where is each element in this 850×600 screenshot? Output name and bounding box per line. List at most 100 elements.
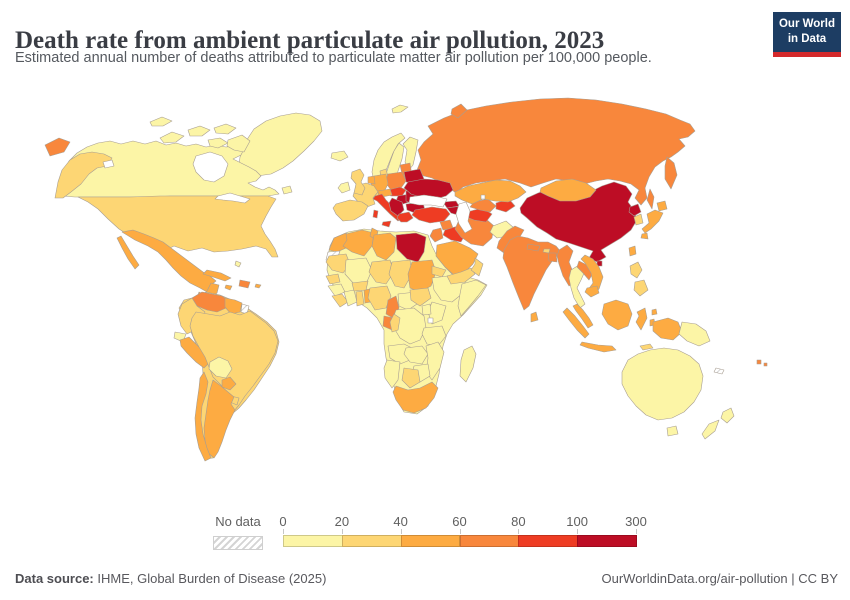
region-egypt[interactable] bbox=[395, 232, 427, 263]
region-south-africa[interactable] bbox=[392, 381, 439, 414]
region-brazil[interactable] bbox=[189, 310, 279, 412]
region-hispaniola[interactable] bbox=[238, 279, 251, 289]
region-india[interactable] bbox=[502, 235, 562, 311]
region-burkina-faso[interactable] bbox=[351, 280, 369, 292]
region-cambodia[interactable] bbox=[584, 285, 600, 298]
region-fiji[interactable] bbox=[756, 359, 762, 365]
region-svalbard[interactable] bbox=[391, 104, 409, 114]
region-japan-honshu[interactable] bbox=[641, 209, 664, 234]
region-timor[interactable] bbox=[639, 343, 654, 351]
region-argentina[interactable] bbox=[203, 379, 236, 459]
owid-logo[interactable]: Our World in Data bbox=[773, 12, 841, 57]
region-congo[interactable] bbox=[389, 313, 401, 333]
region-sumatra[interactable] bbox=[562, 307, 590, 339]
region-bhutan[interactable] bbox=[542, 248, 551, 254]
region-bolivia[interactable] bbox=[208, 356, 233, 379]
region-kazakhstan[interactable] bbox=[454, 179, 527, 205]
region-south-sudan[interactable] bbox=[409, 287, 432, 307]
region-saudi-arabia[interactable] bbox=[435, 240, 479, 277]
region-botswana[interactable] bbox=[401, 367, 421, 389]
region-algeria[interactable] bbox=[342, 229, 375, 257]
no-data-swatch[interactable] bbox=[213, 536, 263, 550]
region-philippines-luzon[interactable] bbox=[629, 261, 643, 279]
region-new-zealand-south[interactable] bbox=[701, 419, 720, 440]
region-zambia[interactable] bbox=[403, 345, 429, 365]
region-baja-california[interactable] bbox=[116, 235, 140, 270]
region-fiji[interactable] bbox=[763, 362, 768, 367]
region-mozambique-malawi[interactable] bbox=[425, 341, 445, 381]
region-borneo[interactable] bbox=[601, 299, 633, 331]
region-chad[interactable] bbox=[388, 259, 413, 289]
region-sakhalin[interactable] bbox=[646, 188, 655, 210]
region-greece[interactable] bbox=[396, 211, 414, 223]
region-novaya-zemlya[interactable] bbox=[450, 103, 468, 119]
region-alaska[interactable] bbox=[54, 151, 113, 199]
region-oman[interactable] bbox=[470, 257, 484, 277]
region-chukotka[interactable] bbox=[44, 137, 71, 157]
region-paraguay[interactable] bbox=[221, 376, 237, 391]
region-halmahera[interactable] bbox=[651, 308, 658, 316]
region-sicily[interactable] bbox=[381, 220, 392, 228]
region-taiwan[interactable] bbox=[628, 245, 637, 257]
legend-bin-20-40[interactable] bbox=[341, 535, 402, 547]
legend-bin-60-80[interactable] bbox=[459, 535, 520, 547]
region-arctic-island[interactable] bbox=[187, 125, 211, 137]
region-north-korea[interactable] bbox=[628, 203, 642, 217]
legend-bin-100-300[interactable] bbox=[577, 535, 637, 547]
region-philippines-mindanao[interactable] bbox=[633, 279, 649, 297]
region-united-states[interactable] bbox=[77, 195, 279, 258]
region-jamaica[interactable] bbox=[224, 284, 233, 291]
region-japan-kyushu[interactable] bbox=[640, 232, 649, 240]
region-russia[interactable] bbox=[416, 97, 696, 206]
region-libya[interactable] bbox=[371, 232, 397, 261]
region-spain-portugal[interactable] bbox=[332, 199, 369, 222]
region-namibia[interactable] bbox=[383, 359, 401, 389]
region-bahamas[interactable] bbox=[234, 260, 242, 268]
region-madagascar[interactable] bbox=[459, 345, 477, 383]
region-ghana[interactable] bbox=[355, 290, 365, 307]
region-ukraine[interactable] bbox=[403, 178, 454, 200]
region-sri-lanka[interactable] bbox=[530, 311, 539, 323]
region-arctic-island[interactable] bbox=[213, 123, 237, 135]
region-ireland[interactable] bbox=[337, 181, 351, 194]
region-arctic-island[interactable] bbox=[159, 131, 185, 144]
region-uganda[interactable] bbox=[421, 303, 432, 316]
region-jordan-israel[interactable] bbox=[429, 227, 444, 243]
region-south-korea[interactable] bbox=[633, 213, 644, 226]
region-australia[interactable] bbox=[621, 347, 704, 421]
region-new-zealand-north[interactable] bbox=[720, 407, 735, 424]
region-somalia[interactable] bbox=[457, 279, 487, 317]
region-arctic-island[interactable] bbox=[149, 116, 173, 127]
region-mauritania[interactable] bbox=[325, 253, 351, 274]
region-mexico[interactable] bbox=[121, 229, 217, 293]
region-tasmania[interactable] bbox=[666, 425, 679, 437]
region-papua-new-guinea[interactable] bbox=[678, 321, 711, 347]
legend-bin-80-100[interactable] bbox=[518, 535, 579, 547]
region-greenland[interactable] bbox=[237, 112, 323, 177]
region-poland[interactable] bbox=[384, 171, 407, 191]
region-bangladesh[interactable] bbox=[547, 252, 558, 263]
legend-bin-0-20[interactable] bbox=[283, 535, 343, 547]
region-chile[interactable] bbox=[194, 371, 212, 462]
region-sardinia[interactable] bbox=[372, 209, 379, 219]
region-turkey[interactable] bbox=[411, 206, 451, 224]
region-nigeria[interactable] bbox=[367, 285, 392, 311]
region-japan-hokkaido[interactable] bbox=[656, 200, 668, 212]
region-baffin-island[interactable] bbox=[226, 134, 251, 153]
region-united-kingdom[interactable] bbox=[350, 168, 366, 196]
region-iceland[interactable] bbox=[330, 150, 349, 162]
footer-license-link[interactable]: OurWorldinData.org/air-pollution | CC BY bbox=[601, 571, 838, 586]
region-java[interactable] bbox=[579, 341, 617, 353]
region-newfoundland[interactable] bbox=[281, 185, 293, 195]
region-nepal[interactable] bbox=[526, 243, 541, 252]
region-kamchatka[interactable] bbox=[664, 156, 678, 190]
region-puerto-rico[interactable] bbox=[254, 283, 262, 289]
region-mongolia[interactable] bbox=[539, 178, 597, 202]
region-guyana-suriname[interactable] bbox=[224, 297, 243, 315]
region-senegal[interactable] bbox=[325, 273, 341, 285]
region-cuba[interactable] bbox=[202, 269, 232, 282]
legend-bin-40-60[interactable] bbox=[400, 535, 461, 547]
region-arctic-island[interactable] bbox=[207, 137, 229, 149]
legend-no-data[interactable]: No data bbox=[213, 514, 263, 550]
region-new-caledonia[interactable] bbox=[713, 367, 725, 375]
